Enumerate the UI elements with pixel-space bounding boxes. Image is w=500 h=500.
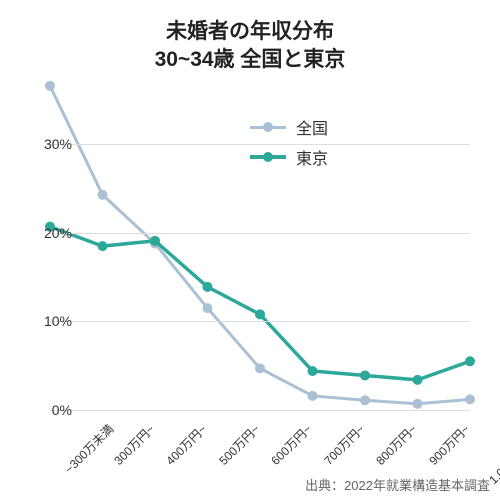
x-tick-label: ~300万未満 (60, 420, 117, 477)
series-marker (45, 81, 55, 91)
gridline (50, 321, 470, 322)
x-tick-label: 300万円~ (109, 420, 157, 468)
x-tick-label: 1,000万円以上 (485, 420, 500, 487)
y-tick-label: 20% (44, 225, 72, 241)
legend-dot-national (263, 122, 273, 132)
series-marker (203, 282, 213, 292)
y-tick-label: 0% (52, 402, 72, 418)
legend: 全国 東京 (250, 115, 328, 175)
legend-row-tokyo: 東京 (250, 145, 328, 169)
series-marker (465, 356, 475, 366)
x-tick-label: 800万円~ (372, 420, 420, 468)
legend-dot-tokyo (263, 152, 273, 162)
gridline (50, 233, 470, 234)
legend-row-national: 全国 (250, 115, 328, 139)
series-marker (360, 370, 370, 380)
source-text: 出典：2022年就業構造基本調査 (305, 475, 490, 494)
chart-container: 未婚者の年収分布 30~34歳 全国と東京 全国 東京 出典：2022年就業構造… (0, 0, 500, 500)
x-tick-label: 600万円~ (267, 420, 315, 468)
series-marker (98, 190, 108, 200)
series-marker (308, 391, 318, 401)
legend-label-tokyo: 東京 (296, 145, 328, 169)
series-marker (413, 375, 423, 385)
y-tick-label: 30% (44, 136, 72, 152)
y-tick-label: 10% (44, 313, 72, 329)
title-line-2: 30~34歳 全国と東京 (0, 46, 500, 74)
gridline (50, 410, 470, 411)
x-tick-label: 900万円~ (424, 420, 472, 468)
x-tick-label: 500万円~ (214, 420, 262, 468)
chart-title: 未婚者の年収分布 30~34歳 全国と東京 (0, 0, 500, 75)
legend-swatch-national (250, 126, 286, 129)
series-marker (308, 366, 318, 376)
series-marker (360, 395, 370, 405)
x-tick-label: 700万円~ (319, 420, 367, 468)
series-marker (150, 236, 160, 246)
legend-swatch-tokyo (250, 155, 286, 159)
series-marker (255, 363, 265, 373)
series-marker (413, 399, 423, 409)
series-marker (465, 394, 475, 404)
series-marker (255, 309, 265, 319)
x-tick-label: 400万円~ (162, 420, 210, 468)
series-marker (203, 303, 213, 313)
title-line-1: 未婚者の年収分布 (0, 18, 500, 46)
series-marker (98, 241, 108, 251)
series-line (50, 227, 470, 380)
legend-label-national: 全国 (296, 115, 328, 139)
